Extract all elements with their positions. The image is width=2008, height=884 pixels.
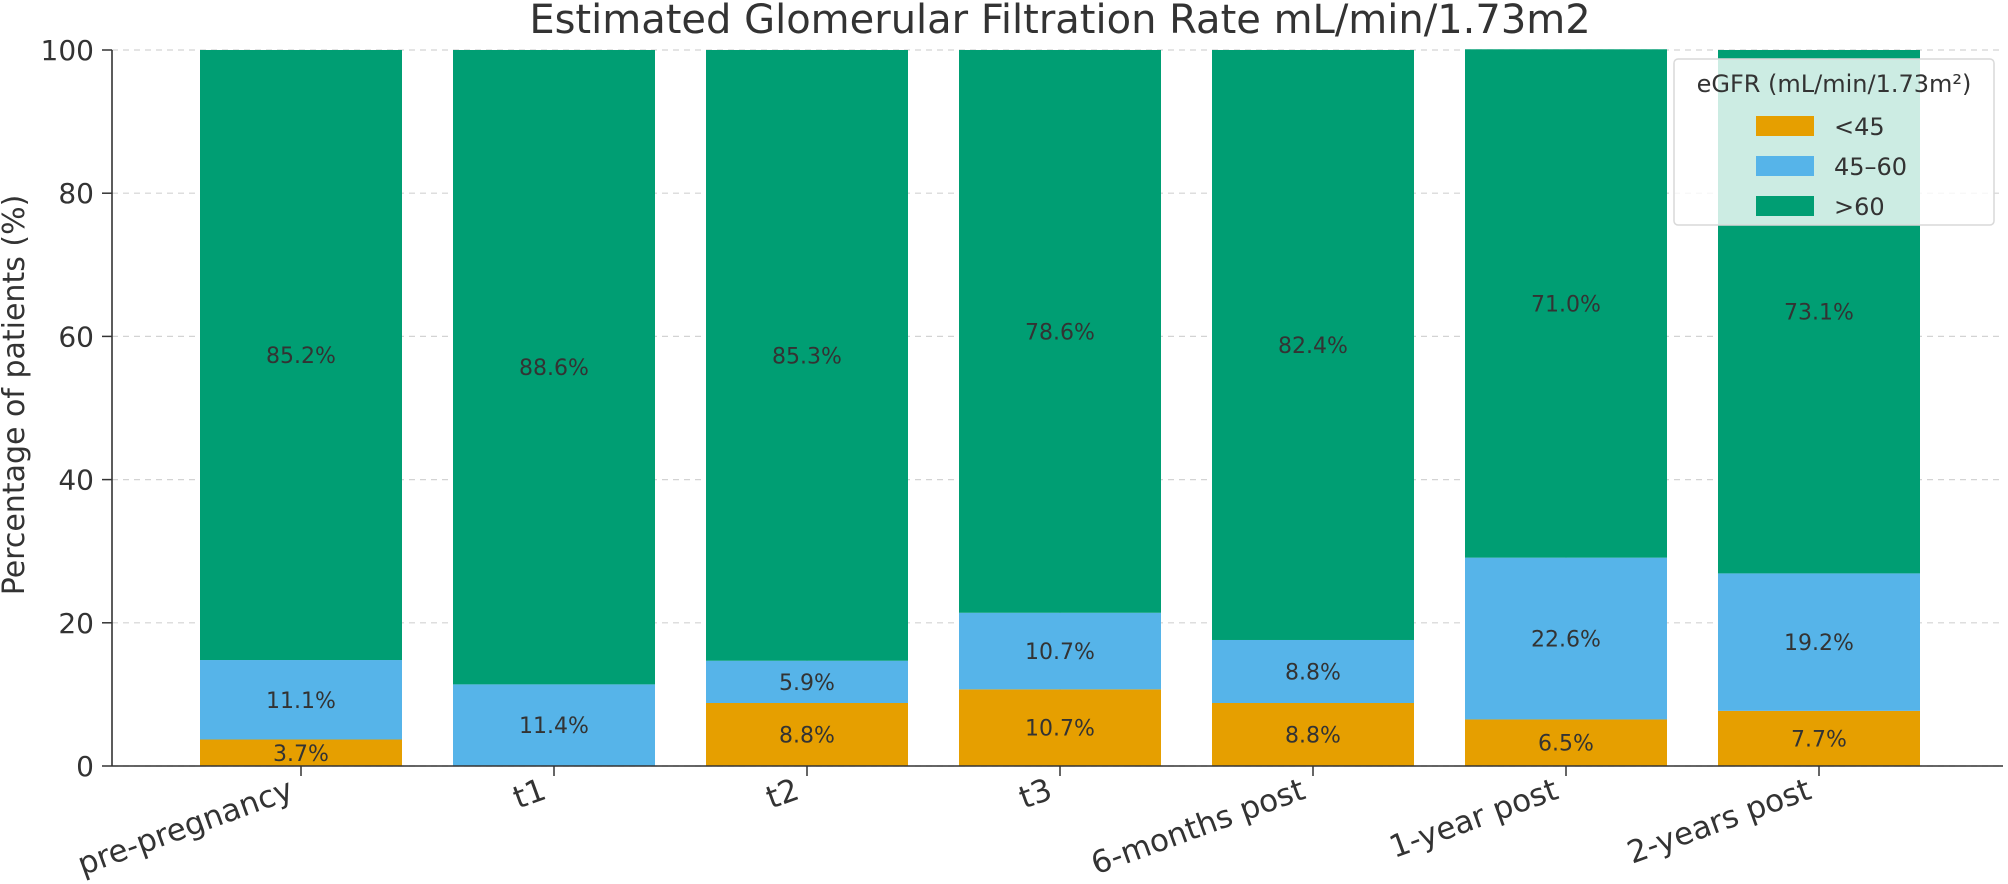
- data-label-2-years-post-60: 73.1%: [1784, 301, 1854, 326]
- legend-label-45-60: 45–60: [1834, 153, 1907, 181]
- legend: eGFR (mL/min/1.73m²) <45 45–60 >60: [1673, 58, 1995, 226]
- y-tick-label-40: 40: [58, 464, 94, 497]
- x-tick-label-t2: t2: [761, 772, 803, 817]
- x-tick-label-pre-pregnancy: pre-pregnancy: [73, 772, 298, 883]
- x-tick-label-t3: t3: [1014, 772, 1056, 817]
- data-label-1-year-post-60: 71.0%: [1531, 292, 1601, 317]
- bar-t3-45: [959, 689, 1161, 766]
- bar-t2-45-60: [706, 660, 908, 703]
- data-label-6-months-post-45-60: 8.8%: [1285, 660, 1341, 685]
- legend-swatch-45-60: [1756, 156, 1814, 176]
- data-label-6-months-post-60: 82.4%: [1278, 334, 1348, 359]
- data-label-t2-60: 85.3%: [772, 344, 842, 369]
- data-label-t1-45-60: 11.4%: [519, 714, 589, 739]
- y-tick-label-100: 100: [41, 34, 94, 67]
- bar-t3-60: [959, 50, 1161, 613]
- bar-2-years-post-45-60: [1718, 573, 1920, 711]
- data-label-t3-45: 10.7%: [1025, 717, 1095, 742]
- x-tick-label-t1: t1: [508, 772, 550, 817]
- legend-box: [1673, 58, 1995, 226]
- data-label-2-years-post-45: 7.7%: [1791, 727, 1847, 752]
- axes-layer: [111, 50, 2003, 767]
- bar-t3-45-60: [959, 612, 1161, 690]
- legend-title: eGFR (mL/min/1.73m²): [1697, 70, 1972, 98]
- data-label-pre-pregnancy-60: 85.2%: [266, 344, 336, 369]
- bar-t2-45: [706, 702, 908, 766]
- y-tick-label-60: 60: [58, 320, 94, 353]
- y-axis-label: Percentage of patients (%): [0, 195, 32, 596]
- bar-6-months-post-45-60: [1212, 639, 1414, 703]
- bar-t1-60: [453, 50, 655, 685]
- data-label-6-months-post-45: 8.8%: [1285, 723, 1341, 748]
- bar-t1-45-60: [453, 684, 655, 766]
- data-label-t2-45-60: 5.9%: [779, 671, 835, 696]
- data-label-t3-60: 78.6%: [1025, 320, 1095, 345]
- data-label-t1-60: 88.6%: [519, 356, 589, 381]
- data-label-t3-45-60: 10.7%: [1025, 640, 1095, 665]
- bar-1-year-post-45: [1465, 719, 1667, 766]
- legend-label-60: >60: [1834, 193, 1885, 221]
- data-label-pre-pregnancy-45-60: 11.1%: [266, 689, 336, 714]
- bar-pre-pregnancy-45-60: [200, 660, 402, 740]
- y-tick-label-0: 0: [76, 750, 94, 783]
- x-tick-label-6-months-post: 6-months post: [1086, 772, 1309, 883]
- legend-label-45: <45: [1834, 113, 1885, 141]
- bar-pre-pregnancy-45: [200, 739, 402, 766]
- legend-swatch-60: [1756, 196, 1814, 216]
- bar-6-months-post-45: [1212, 702, 1414, 766]
- data-label-2-years-post-45-60: 19.2%: [1784, 631, 1854, 656]
- bar-1-year-post-60: [1465, 49, 1667, 558]
- bar-pre-pregnancy-60: [200, 50, 402, 661]
- data-label-pre-pregnancy-45: 3.7%: [273, 742, 329, 767]
- chart-title: Estimated Glomerular Filtration Rate mL/…: [529, 0, 1590, 43]
- x-tick-label-2-years-post: 2-years post: [1623, 772, 1816, 872]
- bar-2-years-post-45: [1718, 710, 1920, 766]
- data-label-1-year-post-45: 6.5%: [1538, 732, 1594, 757]
- x-tick-label-1-year-post: 1-year post: [1385, 772, 1563, 866]
- bar-t2-60: [706, 50, 908, 661]
- data-label-t2-45: 8.8%: [779, 723, 835, 748]
- legend-swatch-45: [1756, 116, 1814, 136]
- bars-layer: [200, 49, 1920, 766]
- bar-6-months-post-60: [1212, 50, 1414, 640]
- bar-1-year-post-45-60: [1465, 557, 1667, 720]
- y-tick-label-20: 20: [58, 607, 94, 640]
- data-labels-layer: 3.7% 11.1% 85.2% 11.4% 88.6% 8.8% 5.9% 85.3% 10.…: [266, 292, 1854, 766]
- data-label-1-year-post-45-60: 22.6%: [1531, 628, 1601, 653]
- y-tick-label-80: 80: [58, 177, 94, 210]
